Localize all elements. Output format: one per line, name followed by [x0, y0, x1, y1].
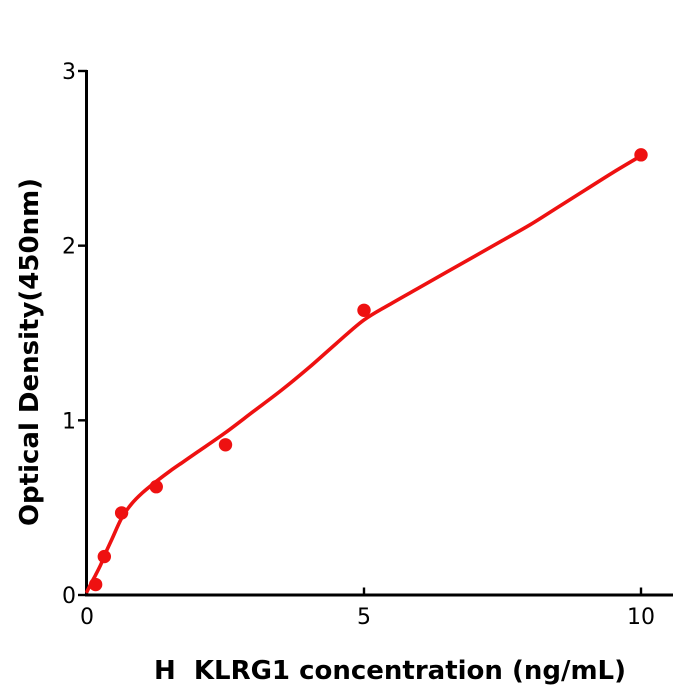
y-tick-label: 0 [62, 584, 76, 609]
y-tick-label: 2 [62, 235, 76, 260]
y-axis-label: Optical Density(450nm) [15, 178, 45, 526]
x-tick-label: 0 [80, 605, 94, 630]
data-point [218, 438, 233, 452]
data-point [149, 480, 163, 494]
data-point [114, 506, 129, 520]
data-point [634, 148, 648, 162]
x-tick-label: 5 [357, 605, 371, 630]
fitted-curve-line [85, 153, 645, 594]
series-layer [85, 148, 648, 594]
data-point [97, 549, 112, 564]
axes: 0 5 10 0 1 2 3 [62, 60, 673, 630]
y-tick-label: 3 [62, 60, 76, 85]
data-point [357, 303, 371, 317]
data-points [88, 148, 648, 592]
x-axis-label: H KLRG1 concentration (ng/mL) [154, 656, 626, 686]
x-tick-label: 10 [627, 605, 655, 630]
y-tick-label: 1 [62, 409, 76, 434]
data-point [88, 577, 103, 592]
